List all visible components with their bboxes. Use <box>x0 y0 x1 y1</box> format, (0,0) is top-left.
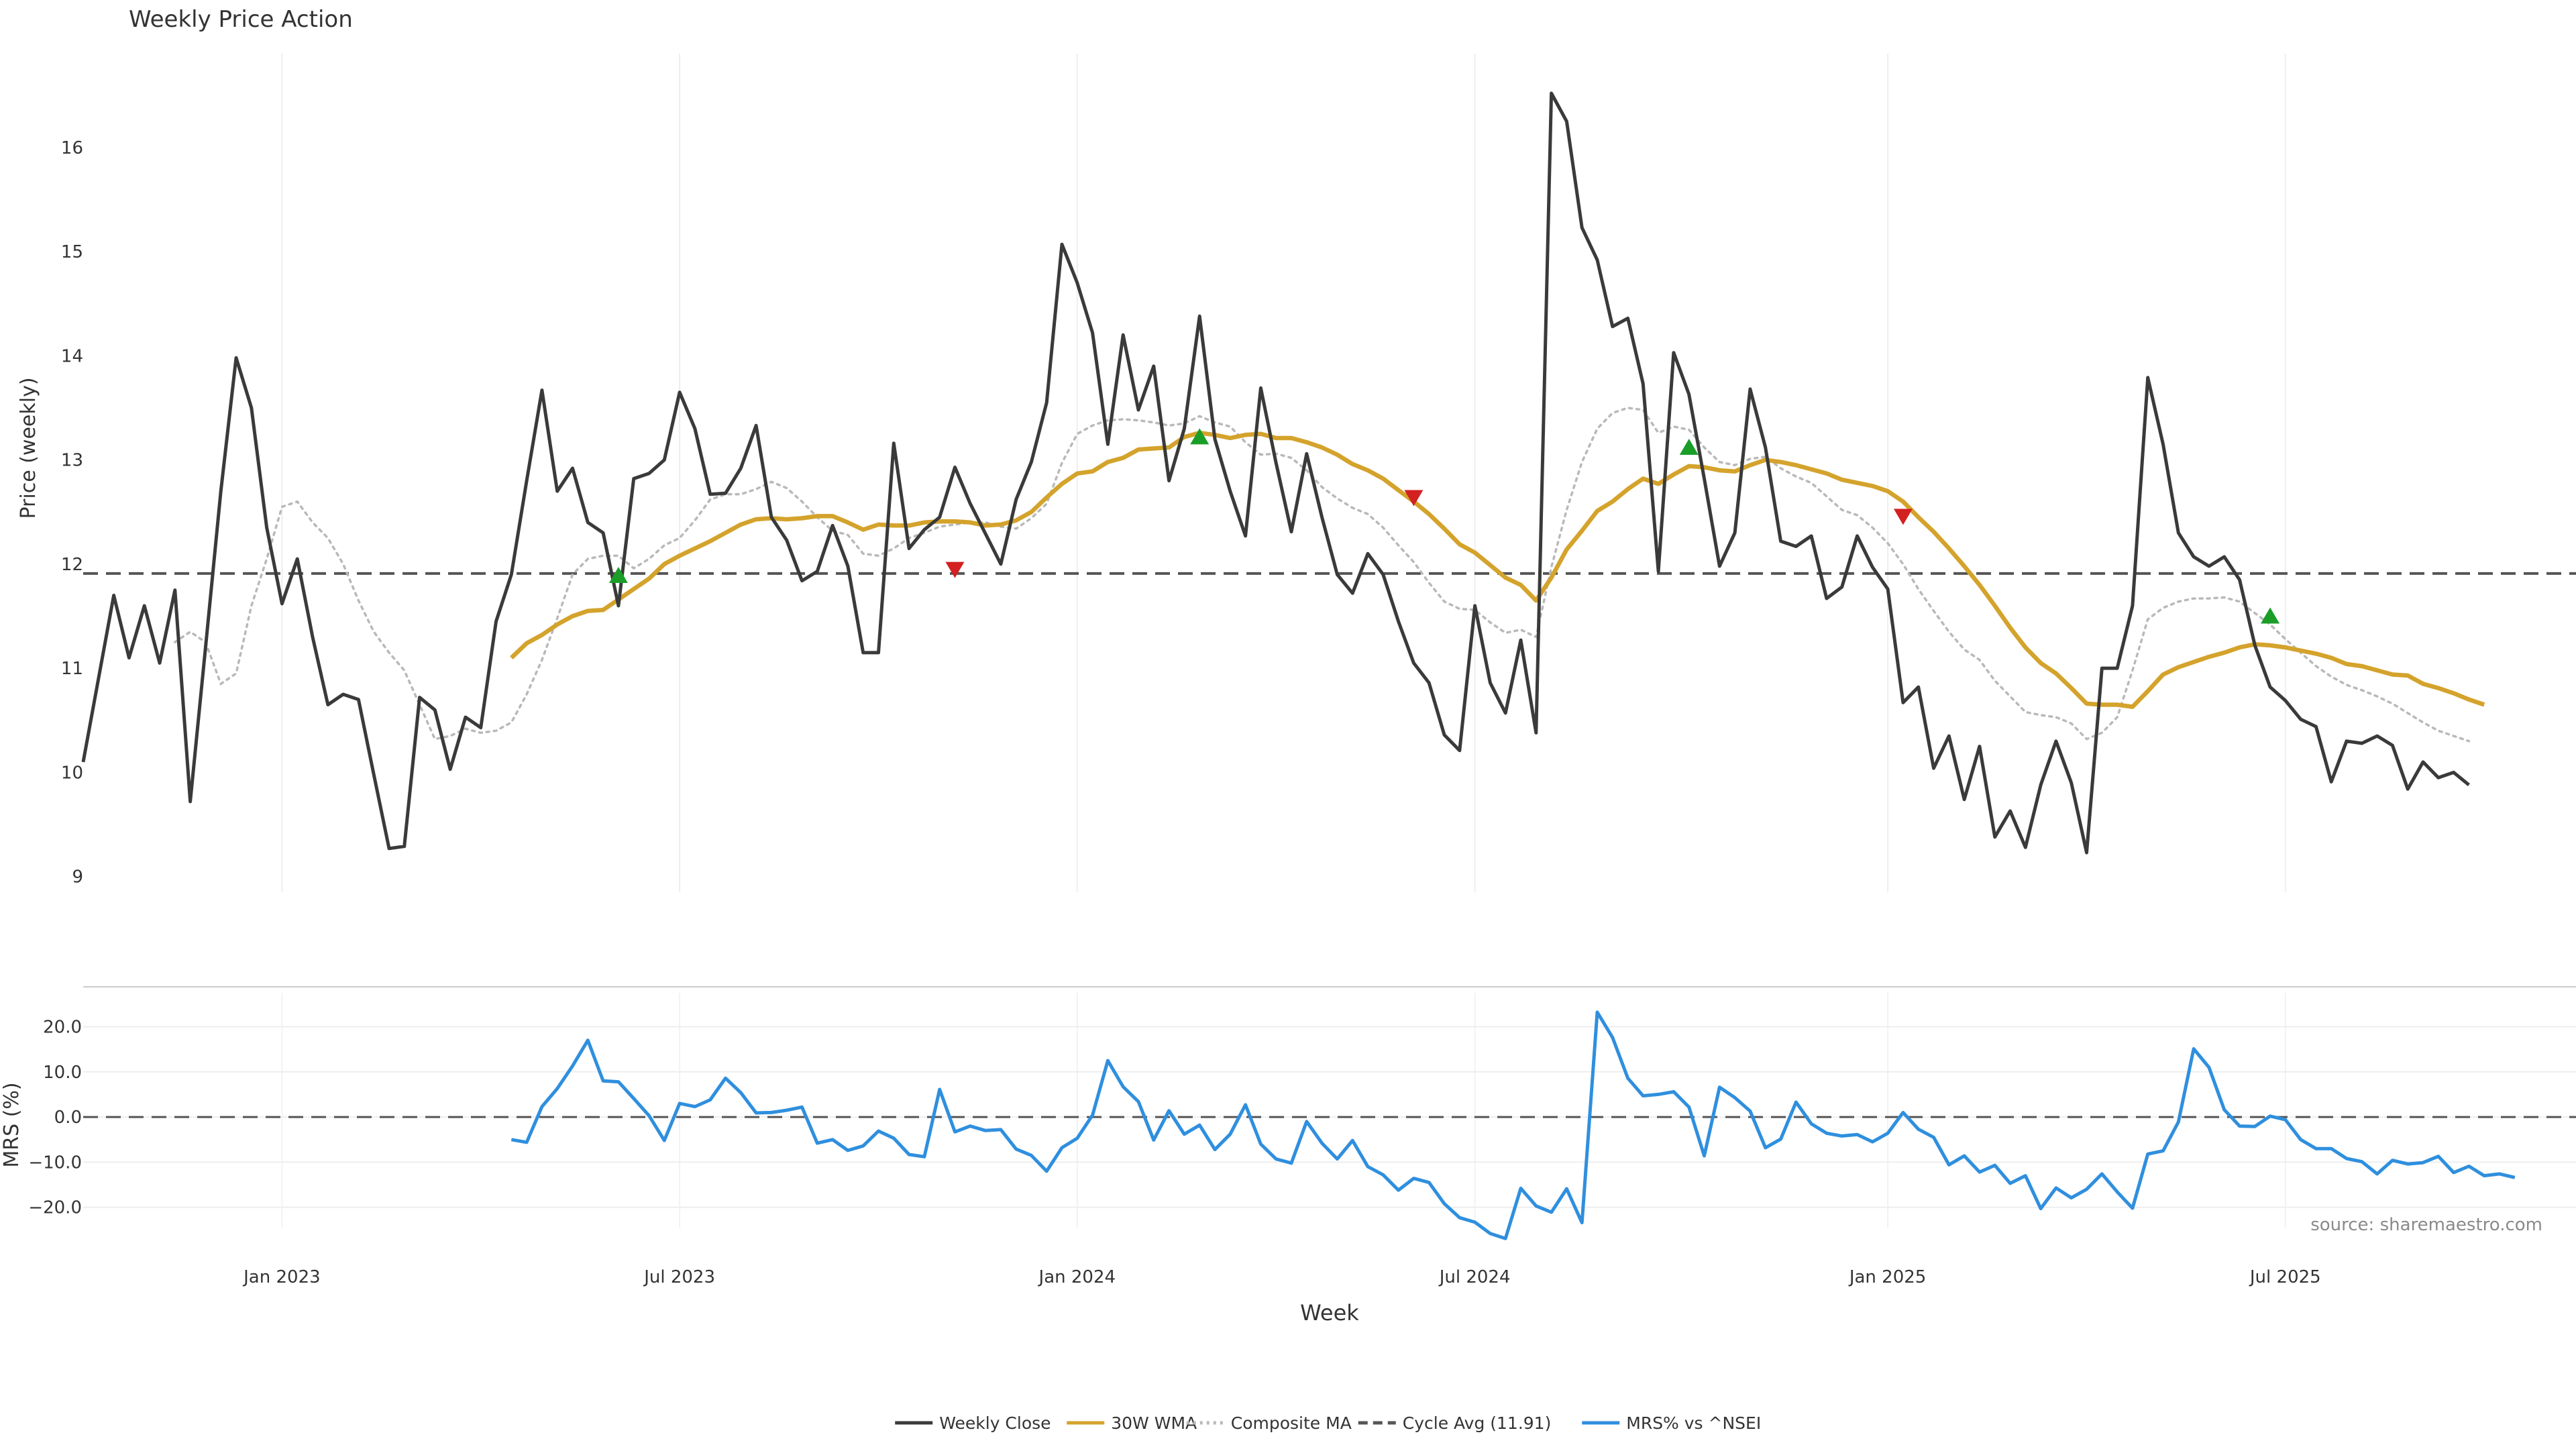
price-y-tick-label: 15 <box>61 242 83 262</box>
buy-signal-marker <box>2261 607 2280 624</box>
mrs-y-tick-label: 20.0 <box>43 1018 82 1038</box>
price-gridlines <box>281 54 2286 892</box>
mrs-y-tick-label: −20.0 <box>28 1198 82 1218</box>
x-tick-label: Jul 2023 <box>643 1267 715 1287</box>
buy-signal-marker <box>1190 428 1210 445</box>
price-y-tick-label: 9 <box>72 867 83 888</box>
price-y-tick-label: 11 <box>61 659 83 679</box>
x-tick-label: Jul 2025 <box>2249 1267 2321 1287</box>
price-y-tick-label: 16 <box>61 138 83 158</box>
signal-markers <box>608 428 2280 624</box>
source-note: source: sharemaestro.com <box>2310 1215 2542 1235</box>
x-tick-label: Jan 2024 <box>1038 1267 1116 1287</box>
sell-signal-marker <box>1404 490 1424 506</box>
composite-ma-line <box>174 407 2471 743</box>
price-y-axis-label: Price (weekly) <box>17 377 40 519</box>
x-tick-label: Jan 2023 <box>242 1267 321 1287</box>
sell-signal-marker <box>945 561 965 578</box>
price-y-tick-label: 12 <box>61 555 83 575</box>
legend-label: Composite MA <box>1231 1413 1352 1433</box>
buy-signal-marker <box>608 566 628 583</box>
x-tick-label: Jan 2025 <box>1848 1267 1927 1287</box>
legend-label: Cycle Avg (11.91) <box>1403 1413 1552 1433</box>
x-axis-label: Week <box>1300 1300 1359 1326</box>
price-y-tick-labels: 9 10 11 12 13 14 15 16 <box>61 138 83 888</box>
legend: Weekly Close 30W WMA Composite MA Cycle Avg… <box>895 1413 1761 1433</box>
mrs-y-tick-label: −10.0 <box>28 1152 82 1173</box>
buy-signal-marker <box>1679 438 1699 455</box>
mrs-y-tick-label: 10.0 <box>43 1063 82 1083</box>
sell-signal-marker <box>1893 508 1913 525</box>
chart-title: Weekly Price Action <box>129 6 353 33</box>
x-tick-labels: Jan 2023 Jul 2023 Jan 2024 Jul 2024 Jan 2025… <box>242 1267 2321 1287</box>
price-y-tick-label: 14 <box>61 346 83 366</box>
legend-label: Weekly Close <box>939 1413 1051 1433</box>
mrs-line <box>511 1010 2516 1240</box>
mrs-y-tick-label: 0.0 <box>54 1108 82 1128</box>
x-tick-label: Jul 2024 <box>1438 1267 1511 1287</box>
mrs-y-tick-labels: −20.0 −10.0 0.0 10.0 20.0 <box>28 1018 82 1218</box>
weekly-close-line <box>81 91 2470 855</box>
mrs-y-axis-label: MRS (%) <box>0 1082 23 1167</box>
legend-label: 30W WMA <box>1111 1413 1197 1433</box>
mrs-gridlines <box>83 993 2576 1228</box>
wma-30w-line <box>510 430 2485 709</box>
legend-label: MRS% vs ^NSEI <box>1626 1413 1761 1433</box>
mrs-panel: −20.0 −10.0 0.0 10.0 20.0 MRS (%) source: sh… <box>0 993 2576 1240</box>
price-y-tick-label: 13 <box>61 451 83 471</box>
price-y-tick-label: 10 <box>61 763 83 783</box>
price-panel: 9 10 11 12 13 14 15 16 Price (weekly) <box>17 54 2576 892</box>
